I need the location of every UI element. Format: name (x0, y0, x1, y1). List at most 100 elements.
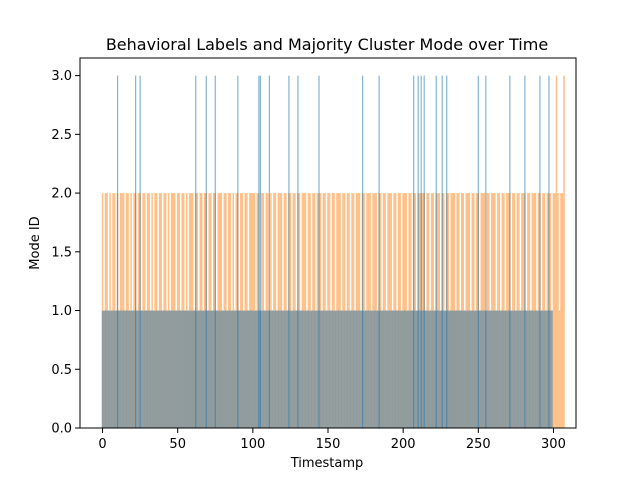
bar-blue-base (387, 310, 389, 428)
bar-blue-spike (195, 75, 197, 428)
bar-blue-base (382, 310, 385, 428)
bar-orange (560, 193, 562, 428)
bar-blue-base (337, 310, 340, 428)
bar-blue-base (216, 310, 218, 428)
bar-blue-base (106, 310, 108, 428)
bar-blue-base (211, 310, 214, 428)
bar-blue-base (515, 310, 517, 428)
bar-blue-base (128, 310, 131, 428)
x-tick-label: 0 (98, 437, 106, 452)
bar-blue-base (178, 310, 180, 428)
bar-blue-base (452, 310, 454, 428)
bar-blue-base (384, 310, 386, 428)
bar-blue-base (381, 310, 383, 428)
bar-blue-base (238, 310, 241, 428)
bar-blue-base (518, 310, 520, 428)
bar-blue-base (364, 310, 367, 428)
x-axis-ticks: 0 50 100 150 200 250 300 (98, 428, 566, 452)
bar-blue-base (234, 310, 236, 428)
bar-blue-base (488, 310, 490, 428)
bar-blue-base (122, 310, 125, 428)
bar-blue-base (476, 310, 478, 428)
bar-blue-base (246, 310, 248, 428)
bar-blue-base (467, 310, 469, 428)
bar-blue-base (101, 310, 104, 428)
bar-blue-base (330, 310, 332, 428)
bar-blue-base (146, 310, 149, 428)
bar-blue-base (533, 310, 535, 428)
x-axis-label: Timestamp (290, 456, 364, 471)
bar-blue-base (115, 310, 117, 428)
bar-blue-base (315, 310, 317, 428)
bar-blue-base (500, 310, 502, 428)
y-tick-label: 1.0 (51, 304, 72, 319)
bar-blue-base (465, 310, 468, 428)
bar-blue-spike (435, 75, 437, 428)
bar-blue-base (492, 310, 495, 428)
bar-blue-base (349, 310, 352, 428)
bar-blue-base (399, 310, 401, 428)
bar-blue-base (494, 310, 496, 428)
bar-blue-base (331, 310, 334, 428)
bar-blue-base (280, 310, 283, 428)
bar-blue-base (154, 310, 156, 428)
bar-blue-base (397, 310, 400, 428)
bar-blue-base (322, 310, 325, 428)
bar-blue-base (411, 310, 413, 428)
bar-blue-base (229, 310, 232, 428)
bar-blue-base (265, 310, 268, 428)
bar-blue-base (461, 310, 463, 428)
bar-blue-base (313, 310, 316, 428)
bar-blue-base (474, 310, 477, 428)
bar-blue-base (173, 310, 176, 428)
bar-blue-base (372, 310, 374, 428)
bar-blue-base (400, 310, 403, 428)
bar-blue-base (276, 310, 278, 428)
bar-blue-base (519, 310, 522, 428)
bar-blue-base (373, 310, 376, 428)
bar-blue-base (471, 310, 474, 428)
chart-title: Behavioral Labels and Majority Cluster M… (106, 35, 548, 54)
bar-blue-base (406, 310, 409, 428)
bar-blue-base (207, 310, 209, 428)
bar-blue-base (187, 310, 189, 428)
bar-blue-base (385, 310, 388, 428)
bar-blue-base (358, 310, 361, 428)
bar-blue-base (402, 310, 404, 428)
bar-blue-base (375, 310, 377, 428)
bar-blue-base (291, 310, 293, 428)
bar-blue-base (512, 310, 514, 428)
bar-blue-base (405, 310, 407, 428)
bar-blue-base (345, 310, 347, 428)
bar-blue-base (167, 310, 170, 428)
bar-blue-base (160, 310, 162, 428)
bar-blue-base (151, 310, 153, 428)
y-tick-label: 3.0 (51, 69, 72, 84)
bar-blue-base (333, 310, 335, 428)
bar-blue-base (325, 310, 328, 428)
bar-blue-spike (135, 75, 137, 428)
bar-blue-base (312, 310, 314, 428)
bar-blue-spike (417, 75, 419, 428)
bar-blue-base (360, 310, 362, 428)
bar-blue-base (119, 310, 122, 428)
bar-blue-base (184, 310, 186, 428)
bar-blue-base (145, 310, 147, 428)
bar-blue-base (282, 310, 284, 428)
bar-blue-base (504, 310, 507, 428)
bar-blue-base (170, 310, 173, 428)
bar-blue-base (501, 310, 504, 428)
bar-blue-base (321, 310, 323, 428)
bar-blue-base (525, 310, 528, 428)
bar-blue-base (455, 310, 457, 428)
y-axis-label: Mode ID (28, 216, 43, 269)
bar-blue-base (348, 310, 350, 428)
bar-blue-base (306, 310, 308, 428)
bar-blue-base (393, 310, 395, 428)
bar-blue-base (253, 310, 256, 428)
bar-blue-base (279, 310, 281, 428)
bar-blue-base (424, 310, 427, 428)
bar-blue-base (459, 310, 462, 428)
bar-blue-base (468, 310, 471, 428)
